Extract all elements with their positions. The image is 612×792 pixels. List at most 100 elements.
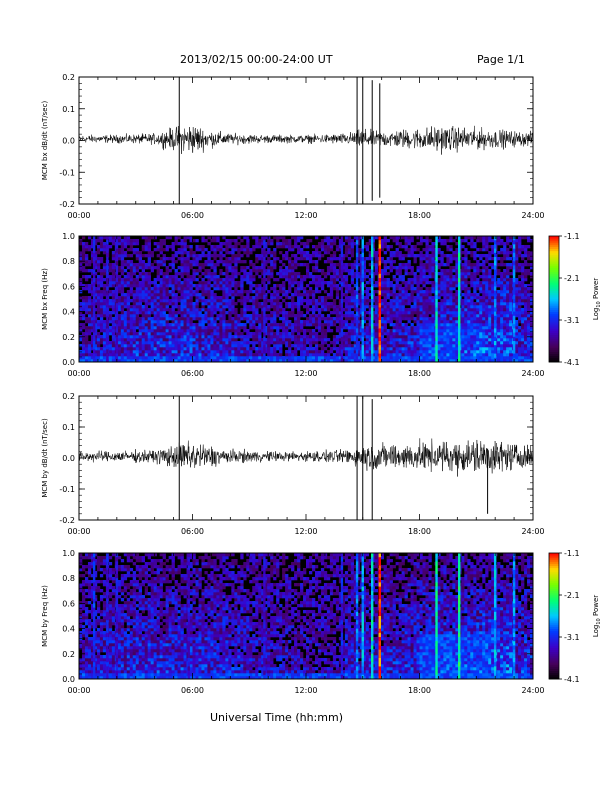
bright-line — [340, 252, 344, 258]
bright-line — [115, 586, 119, 592]
bright-line — [115, 595, 119, 600]
bright-line — [361, 578, 364, 583]
x-tick-label: 12:00 — [294, 211, 317, 220]
colorbar-tick-label: -2.1 — [564, 591, 580, 600]
bright-line — [378, 248, 381, 254]
bright-line — [493, 244, 497, 249]
bright-line — [361, 290, 364, 296]
colorbar-segment — [549, 653, 559, 657]
bright-line — [361, 574, 364, 579]
bright-line — [263, 620, 266, 625]
bright-line — [361, 265, 364, 270]
bright-line — [92, 345, 96, 350]
bright-line — [361, 353, 364, 359]
bright-line — [458, 666, 461, 671]
bright-line — [340, 662, 344, 667]
bright-line — [355, 628, 359, 634]
bright-line — [92, 311, 96, 317]
colorbar-segment — [549, 254, 559, 258]
bright-line — [263, 565, 266, 571]
bright-line — [106, 315, 109, 321]
bright-line — [263, 578, 266, 583]
bright-line — [115, 582, 119, 587]
bright-line — [435, 290, 438, 296]
bright-line — [263, 273, 266, 279]
bright-line — [355, 240, 359, 245]
bright-line — [106, 645, 109, 650]
colorbar-segment — [549, 586, 559, 590]
bright-line — [371, 607, 374, 613]
bright-line — [378, 303, 381, 308]
bright-line — [371, 282, 374, 287]
bright-line — [115, 265, 119, 270]
bright-line — [361, 649, 364, 655]
bright-line — [378, 553, 381, 558]
bright-line — [371, 674, 374, 680]
bright-line — [92, 320, 96, 325]
bright-line — [435, 637, 438, 642]
bright-line — [435, 645, 438, 650]
bright-line — [92, 645, 96, 650]
bright-line — [187, 599, 190, 604]
bright-line — [355, 278, 359, 283]
colorbar-segment — [549, 290, 559, 294]
x-tick-label: 00:00 — [67, 211, 90, 220]
bright-line — [378, 637, 381, 642]
bright-line — [458, 670, 461, 676]
bright-line — [435, 662, 438, 667]
bright-line — [106, 294, 109, 300]
bright-line — [263, 628, 266, 634]
x-tick-label: 24:00 — [521, 369, 544, 378]
bright-line — [458, 662, 461, 667]
bright-line — [263, 315, 266, 321]
bright-line — [355, 252, 359, 258]
colorbar-segment — [549, 326, 559, 329]
bright-line — [340, 582, 344, 587]
colorbar-segment — [549, 666, 559, 669]
bright-line — [106, 265, 109, 270]
bright-line — [435, 240, 438, 245]
bright-line — [435, 345, 438, 350]
colorbar-segment — [549, 343, 559, 346]
colorbar-segment — [549, 353, 559, 357]
bright-line — [361, 269, 364, 275]
colorbar-segment — [549, 641, 559, 644]
bright-line — [92, 666, 96, 671]
colorbar-segment — [549, 273, 559, 277]
bright-line — [435, 670, 438, 676]
x-tick-label: 06:00 — [181, 686, 204, 695]
bright-line — [435, 286, 438, 291]
bright-line — [378, 324, 381, 329]
bright-line — [493, 574, 497, 579]
bright-line — [371, 261, 374, 266]
colorbar-segment — [549, 618, 559, 621]
bright-line — [340, 328, 344, 333]
bright-line — [106, 616, 109, 621]
bright-line — [435, 282, 438, 287]
bright-line — [378, 641, 381, 646]
colorbar-segment — [549, 603, 559, 606]
bright-line — [512, 252, 516, 258]
y-axis-label: MCM bx dB/dt (nT/sec) — [41, 101, 49, 181]
bright-line — [263, 257, 266, 262]
colorbar-segment — [549, 643, 559, 646]
bright-line — [106, 590, 109, 596]
bright-line — [512, 586, 516, 592]
bright-line — [106, 574, 109, 579]
bright-line — [378, 632, 381, 638]
bright-line — [92, 582, 96, 587]
bright-line — [106, 565, 109, 571]
bright-line — [493, 616, 497, 621]
bright-line — [361, 252, 364, 258]
bright-line — [106, 620, 109, 625]
bright-line — [92, 649, 96, 655]
x-axis-title: Universal Time (hh:mm) — [210, 711, 343, 724]
bright-line — [263, 244, 266, 249]
x-tick-label: 00:00 — [67, 527, 90, 536]
bright-line — [371, 357, 374, 363]
bright-line — [187, 641, 190, 646]
bright-line — [493, 637, 497, 642]
colorbar-segment — [549, 599, 559, 602]
colorbar-segment — [549, 559, 559, 562]
x-tick-label: 12:00 — [294, 369, 317, 378]
